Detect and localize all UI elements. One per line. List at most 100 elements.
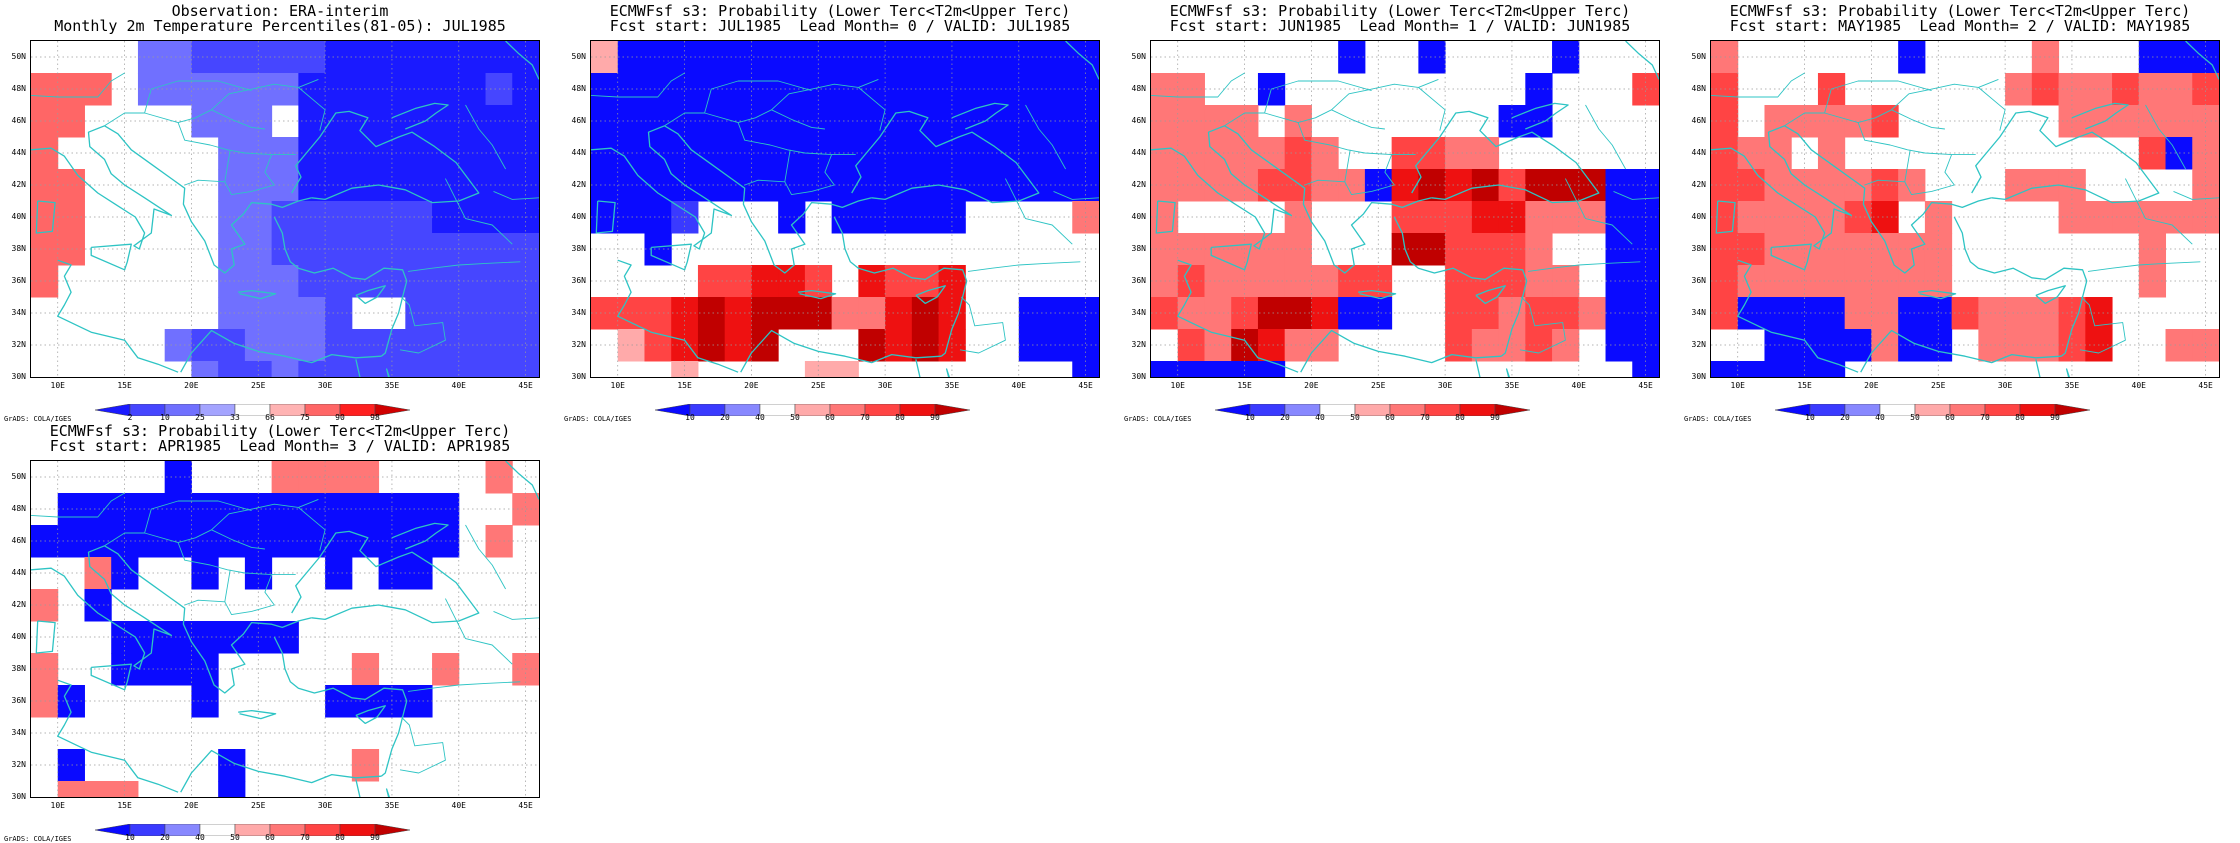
colorbar-label: 50 bbox=[230, 833, 240, 842]
grid-cell bbox=[1257, 329, 1286, 362]
country-border bbox=[2145, 104, 2186, 170]
grid-cell bbox=[1284, 297, 1312, 330]
lat-tick-label: 48N bbox=[11, 84, 26, 93]
grid-cell bbox=[751, 297, 779, 330]
coastline bbox=[104, 545, 312, 694]
colorbar-segment bbox=[934, 403, 971, 417]
grid-cell bbox=[724, 297, 752, 330]
grid-cell bbox=[191, 41, 219, 74]
grid-cell bbox=[1871, 169, 1899, 202]
lat-tick-label: 42N bbox=[1131, 180, 1146, 189]
grid-cell bbox=[1764, 361, 1792, 377]
country-border bbox=[1613, 190, 1659, 200]
grid-cell bbox=[191, 653, 219, 686]
colorbar-label: 50 bbox=[1910, 413, 1920, 422]
country-border bbox=[1519, 296, 1566, 354]
lon-tick-label: 30E bbox=[877, 381, 893, 390]
grid-cell bbox=[218, 105, 246, 138]
country-border bbox=[465, 104, 506, 170]
grid-cell bbox=[1898, 41, 1926, 74]
coastline bbox=[1860, 329, 2062, 373]
map-canvas bbox=[591, 41, 1099, 377]
grid-cell bbox=[885, 73, 913, 106]
colorbar bbox=[654, 401, 971, 417]
lon-tick-label: 40E bbox=[1571, 381, 1586, 390]
grid-cell bbox=[1871, 105, 1899, 138]
grid-cell bbox=[325, 41, 353, 74]
grid-cell bbox=[458, 361, 487, 377]
grid-cell bbox=[751, 73, 779, 106]
grid-cell bbox=[1817, 361, 1846, 377]
grid-cell bbox=[137, 653, 166, 686]
grid-cell bbox=[831, 105, 859, 138]
lat-tick-label: 46N bbox=[571, 116, 586, 125]
grid-cell bbox=[1257, 233, 1286, 266]
grid-cell bbox=[1204, 297, 1232, 330]
country-border bbox=[177, 542, 296, 576]
grid-cell bbox=[1177, 137, 1205, 170]
coastline bbox=[1737, 259, 1859, 373]
grid-cell bbox=[1177, 329, 1205, 362]
country-border bbox=[224, 569, 231, 602]
coastline bbox=[740, 329, 942, 373]
colorbar-label: 80 bbox=[335, 833, 345, 842]
lat-tick-label: 40N bbox=[571, 212, 586, 221]
grid-cell bbox=[1204, 233, 1232, 266]
grid-cell bbox=[218, 73, 246, 106]
lon-tick-label: 10E bbox=[1730, 381, 1745, 390]
lat-tick-label: 36N bbox=[11, 696, 26, 705]
colorbar-label: 80 bbox=[2015, 413, 2025, 422]
coastline bbox=[1177, 259, 1299, 373]
coastline bbox=[35, 620, 56, 654]
coastline bbox=[273, 636, 408, 777]
grid-cell bbox=[858, 73, 886, 106]
lat-tick-label: 30N bbox=[571, 372, 586, 381]
lat-tick-label: 32N bbox=[11, 340, 26, 349]
grid-cell bbox=[271, 73, 299, 106]
grid-cell bbox=[218, 201, 246, 234]
colorbar-label: 80 bbox=[895, 413, 905, 422]
lon-tick-label: 35E bbox=[1504, 381, 1520, 390]
map-canvas bbox=[31, 41, 539, 377]
lon-tick-label: 20E bbox=[184, 801, 199, 810]
lon-tick-label: 20E bbox=[184, 381, 199, 390]
grid-cell bbox=[1284, 265, 1312, 298]
grid-cell bbox=[885, 137, 913, 170]
grid-cell bbox=[271, 169, 299, 202]
colorbar-segment bbox=[374, 823, 411, 837]
grid-cell bbox=[2005, 297, 2033, 330]
grid-cell bbox=[271, 297, 299, 330]
country-border bbox=[264, 574, 275, 606]
grid-cell bbox=[1844, 169, 1872, 202]
lon-tick-label: 30E bbox=[317, 381, 333, 390]
coastline bbox=[1475, 359, 1481, 377]
country-border bbox=[465, 524, 506, 590]
grid-cell bbox=[57, 73, 85, 106]
panel-title: ECMWFsf s3: Probability (Lower Terc<T2m<… bbox=[1169, 2, 1631, 20]
colorbar bbox=[1774, 401, 2091, 417]
coastline bbox=[104, 125, 312, 274]
coastline bbox=[90, 663, 132, 691]
country-border bbox=[1978, 87, 2006, 131]
grid-cell bbox=[831, 73, 859, 106]
country-border bbox=[704, 80, 812, 114]
coastline bbox=[2035, 359, 2041, 377]
grid-cell bbox=[1871, 297, 1899, 330]
grid-cell bbox=[191, 329, 219, 362]
lat-tick-label: 50N bbox=[1691, 52, 1706, 61]
country-border bbox=[858, 87, 886, 131]
grid-cell bbox=[697, 297, 726, 330]
coastline bbox=[1711, 125, 1853, 250]
lat-tick-label: 40N bbox=[1691, 212, 1706, 221]
grid-cell bbox=[1898, 297, 1926, 330]
coastline bbox=[391, 522, 449, 550]
lat-tick-label: 30N bbox=[1691, 372, 1706, 381]
colorbar-segment bbox=[1494, 403, 1531, 417]
coastline bbox=[1155, 200, 1176, 234]
grid-cell bbox=[1257, 297, 1286, 330]
grid-cell bbox=[325, 297, 353, 330]
coastline bbox=[505, 461, 539, 500]
grid-cell bbox=[325, 201, 353, 234]
colorbar bbox=[94, 821, 411, 837]
colorbar-label: 20 bbox=[160, 833, 170, 842]
